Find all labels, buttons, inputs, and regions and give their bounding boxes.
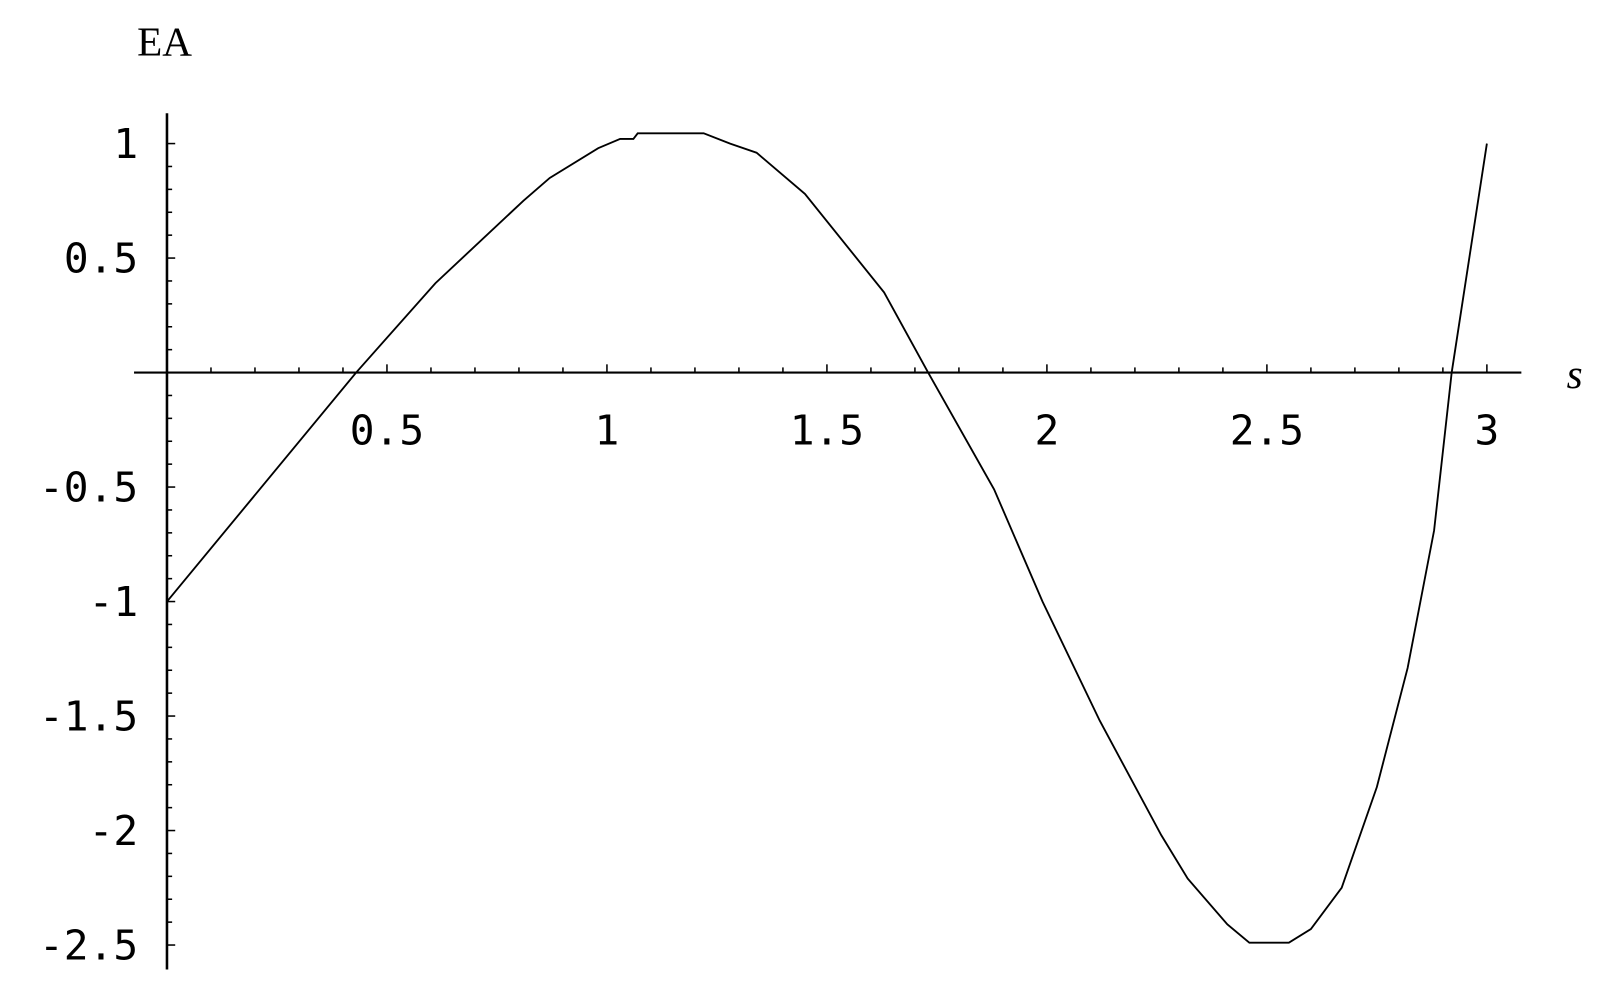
x-tick-label: 3 (1474, 407, 1499, 455)
y-tick-label: -2 (89, 807, 139, 855)
y-tick-label: -0.5 (39, 463, 138, 511)
series-line (166, 132, 1488, 944)
y-tick-label: 0.5 (64, 234, 138, 282)
x-tick-label: 2.5 (1230, 407, 1304, 455)
x-tick-label: 2 (1035, 407, 1060, 455)
x-tick-label: 0.5 (350, 407, 424, 455)
y-tick-label: -2.5 (39, 921, 138, 969)
y-tick-label: -1.5 (39, 692, 138, 740)
x-axis-label: s (1567, 351, 1583, 397)
y-tick-label: -1 (89, 578, 139, 626)
y-tick-label: 1 (113, 120, 138, 168)
x-tick-label: 1 (595, 407, 620, 455)
y-axis-label: EA (137, 19, 192, 65)
x-tick-label: 1.5 (790, 407, 864, 455)
